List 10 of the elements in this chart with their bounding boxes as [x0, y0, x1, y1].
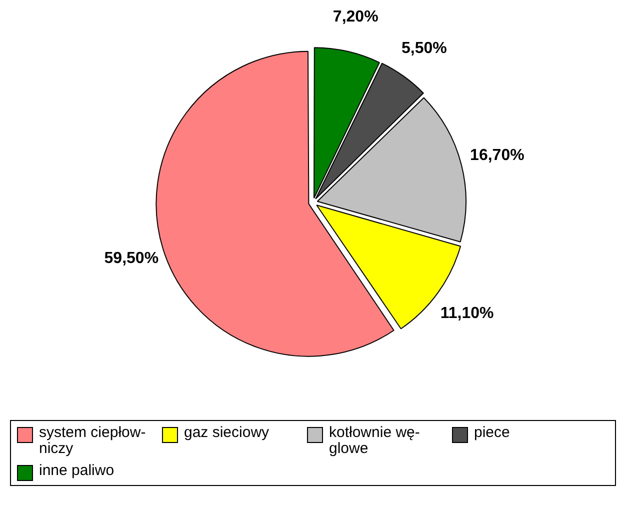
- data-label: 5,50%: [402, 40, 447, 57]
- data-label: 16,70%: [470, 147, 524, 164]
- data-label: 11,10%: [440, 305, 494, 322]
- data-label: 7,20%: [332, 8, 378, 26]
- legend-label: kotłownie wę- glowe: [329, 424, 420, 457]
- legend-label: piece: [474, 424, 510, 441]
- legend-label: gaz sieciowy: [184, 424, 270, 441]
- legend-label: inne paliwo: [39, 462, 114, 479]
- legend-label: system ciepłow- niczy: [39, 424, 146, 457]
- data-label: 59,50%: [104, 250, 159, 267]
